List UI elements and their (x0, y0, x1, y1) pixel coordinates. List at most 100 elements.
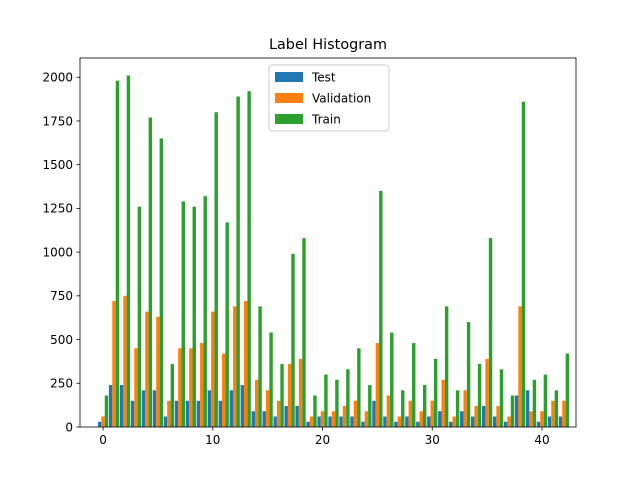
x-tick-label: 20 (315, 433, 330, 447)
bar-train-15 (269, 332, 273, 427)
legend-label-train: Train (311, 113, 341, 127)
bar-validation-22 (342, 406, 347, 427)
bar-validation-7 (178, 348, 182, 427)
bar-train-13 (247, 91, 251, 427)
bar-validation-18 (298, 358, 303, 427)
bar-test-21 (328, 416, 332, 427)
bar-train-14 (258, 306, 262, 427)
bar-train-6 (170, 364, 175, 427)
bar-test-12 (229, 390, 234, 427)
bar-validation-32 (452, 416, 456, 427)
bars-group (97, 75, 570, 428)
legend-swatch-train (275, 114, 303, 124)
bar-validation-23 (353, 400, 358, 427)
bar-validation-5 (156, 316, 160, 427)
bar-train-40 (543, 374, 548, 427)
bar-train-30 (433, 358, 438, 427)
bar-test-17 (284, 406, 288, 427)
bar-validation-3 (134, 348, 138, 427)
legend-label-validation: Validation (312, 92, 371, 106)
bar-validation-29 (419, 411, 423, 427)
bar-test-4 (141, 390, 146, 427)
bar-train-11 (225, 222, 229, 427)
x-tick-label: 0 (99, 433, 107, 447)
y-tick-label: 750 (50, 289, 73, 303)
plot-frame (79, 57, 577, 428)
bar-validation-0 (101, 416, 105, 427)
bar-validation-40 (540, 411, 544, 427)
bar-test-25 (372, 400, 376, 427)
bar-train-8 (192, 206, 196, 427)
bar-test-13 (240, 385, 244, 427)
bar-test-30 (427, 416, 431, 427)
bar-test-33 (460, 411, 464, 427)
bar-test-22 (339, 416, 343, 427)
bar-test-15 (262, 411, 266, 427)
bar-validation-34 (474, 406, 478, 427)
y-tick-label: 500 (50, 333, 73, 347)
axes-group: 0 10 20 30 40 0 250 500 750 1000 1250 1500 1750 2000 (42, 57, 577, 447)
bar-validation-8 (189, 348, 193, 427)
bar-validation-11 (222, 353, 226, 427)
bar-validation-38 (518, 306, 522, 427)
bar-train-27 (401, 390, 405, 427)
x-tick-label: 10 (205, 433, 220, 447)
bar-train-25 (379, 190, 383, 427)
bar-train-1 (115, 80, 120, 427)
bar-validation-33 (463, 390, 467, 427)
bar-train-3 (137, 206, 142, 427)
bar-train-0 (104, 395, 109, 427)
bar-train-36 (499, 369, 504, 427)
bar-test-7 (174, 400, 179, 427)
bar-validation-15 (265, 390, 270, 427)
bar-validation-12 (233, 306, 237, 427)
bar-train-22 (346, 369, 350, 427)
bar-validation-36 (496, 406, 500, 427)
bar-validation-2 (123, 295, 127, 427)
bar-train-19 (313, 395, 317, 427)
bar-validation-6 (167, 400, 171, 427)
bar-test-35 (481, 406, 486, 427)
bar-test-14 (251, 411, 255, 427)
bar-validation-25 (375, 343, 380, 427)
bar-validation-16 (276, 400, 281, 427)
bar-train-26 (390, 332, 394, 427)
bar-test-24 (361, 421, 365, 427)
bar-train-42 (565, 353, 570, 427)
bar-test-34 (471, 416, 475, 427)
bar-train-18 (302, 238, 306, 427)
bar-validation-17 (287, 364, 292, 427)
bar-train-39 (532, 379, 537, 427)
bar-train-16 (280, 364, 284, 427)
legend-label-test: Test (311, 71, 336, 85)
bar-train-10 (214, 112, 218, 428)
bar-test-23 (350, 416, 354, 427)
bar-validation-21 (331, 411, 336, 427)
bar-train-31 (444, 306, 449, 427)
bar-validation-9 (200, 343, 204, 427)
bar-validation-4 (145, 311, 149, 427)
bar-test-3 (130, 400, 135, 427)
bar-train-41 (554, 390, 559, 427)
bar-train-38 (521, 101, 526, 427)
bar-test-41 (547, 416, 552, 427)
bar-test-38 (514, 395, 519, 427)
bar-train-17 (291, 253, 295, 427)
bar-validation-19 (309, 416, 314, 427)
bar-validation-26 (386, 395, 391, 427)
bar-validation-27 (397, 416, 402, 427)
bar-test-18 (295, 406, 299, 427)
y-tick-label: 1250 (42, 202, 73, 216)
bar-train-7 (181, 201, 185, 427)
bar-test-42 (558, 416, 563, 427)
bar-test-19 (306, 421, 310, 427)
bar-test-28 (405, 416, 409, 427)
bar-test-36 (492, 416, 497, 427)
y-tick-label: 2000 (42, 71, 73, 85)
bar-train-2 (126, 75, 131, 428)
bar-test-6 (163, 416, 168, 427)
y-tick-label: 1500 (42, 158, 73, 172)
bar-train-29 (422, 385, 427, 427)
bar-test-32 (449, 421, 453, 427)
